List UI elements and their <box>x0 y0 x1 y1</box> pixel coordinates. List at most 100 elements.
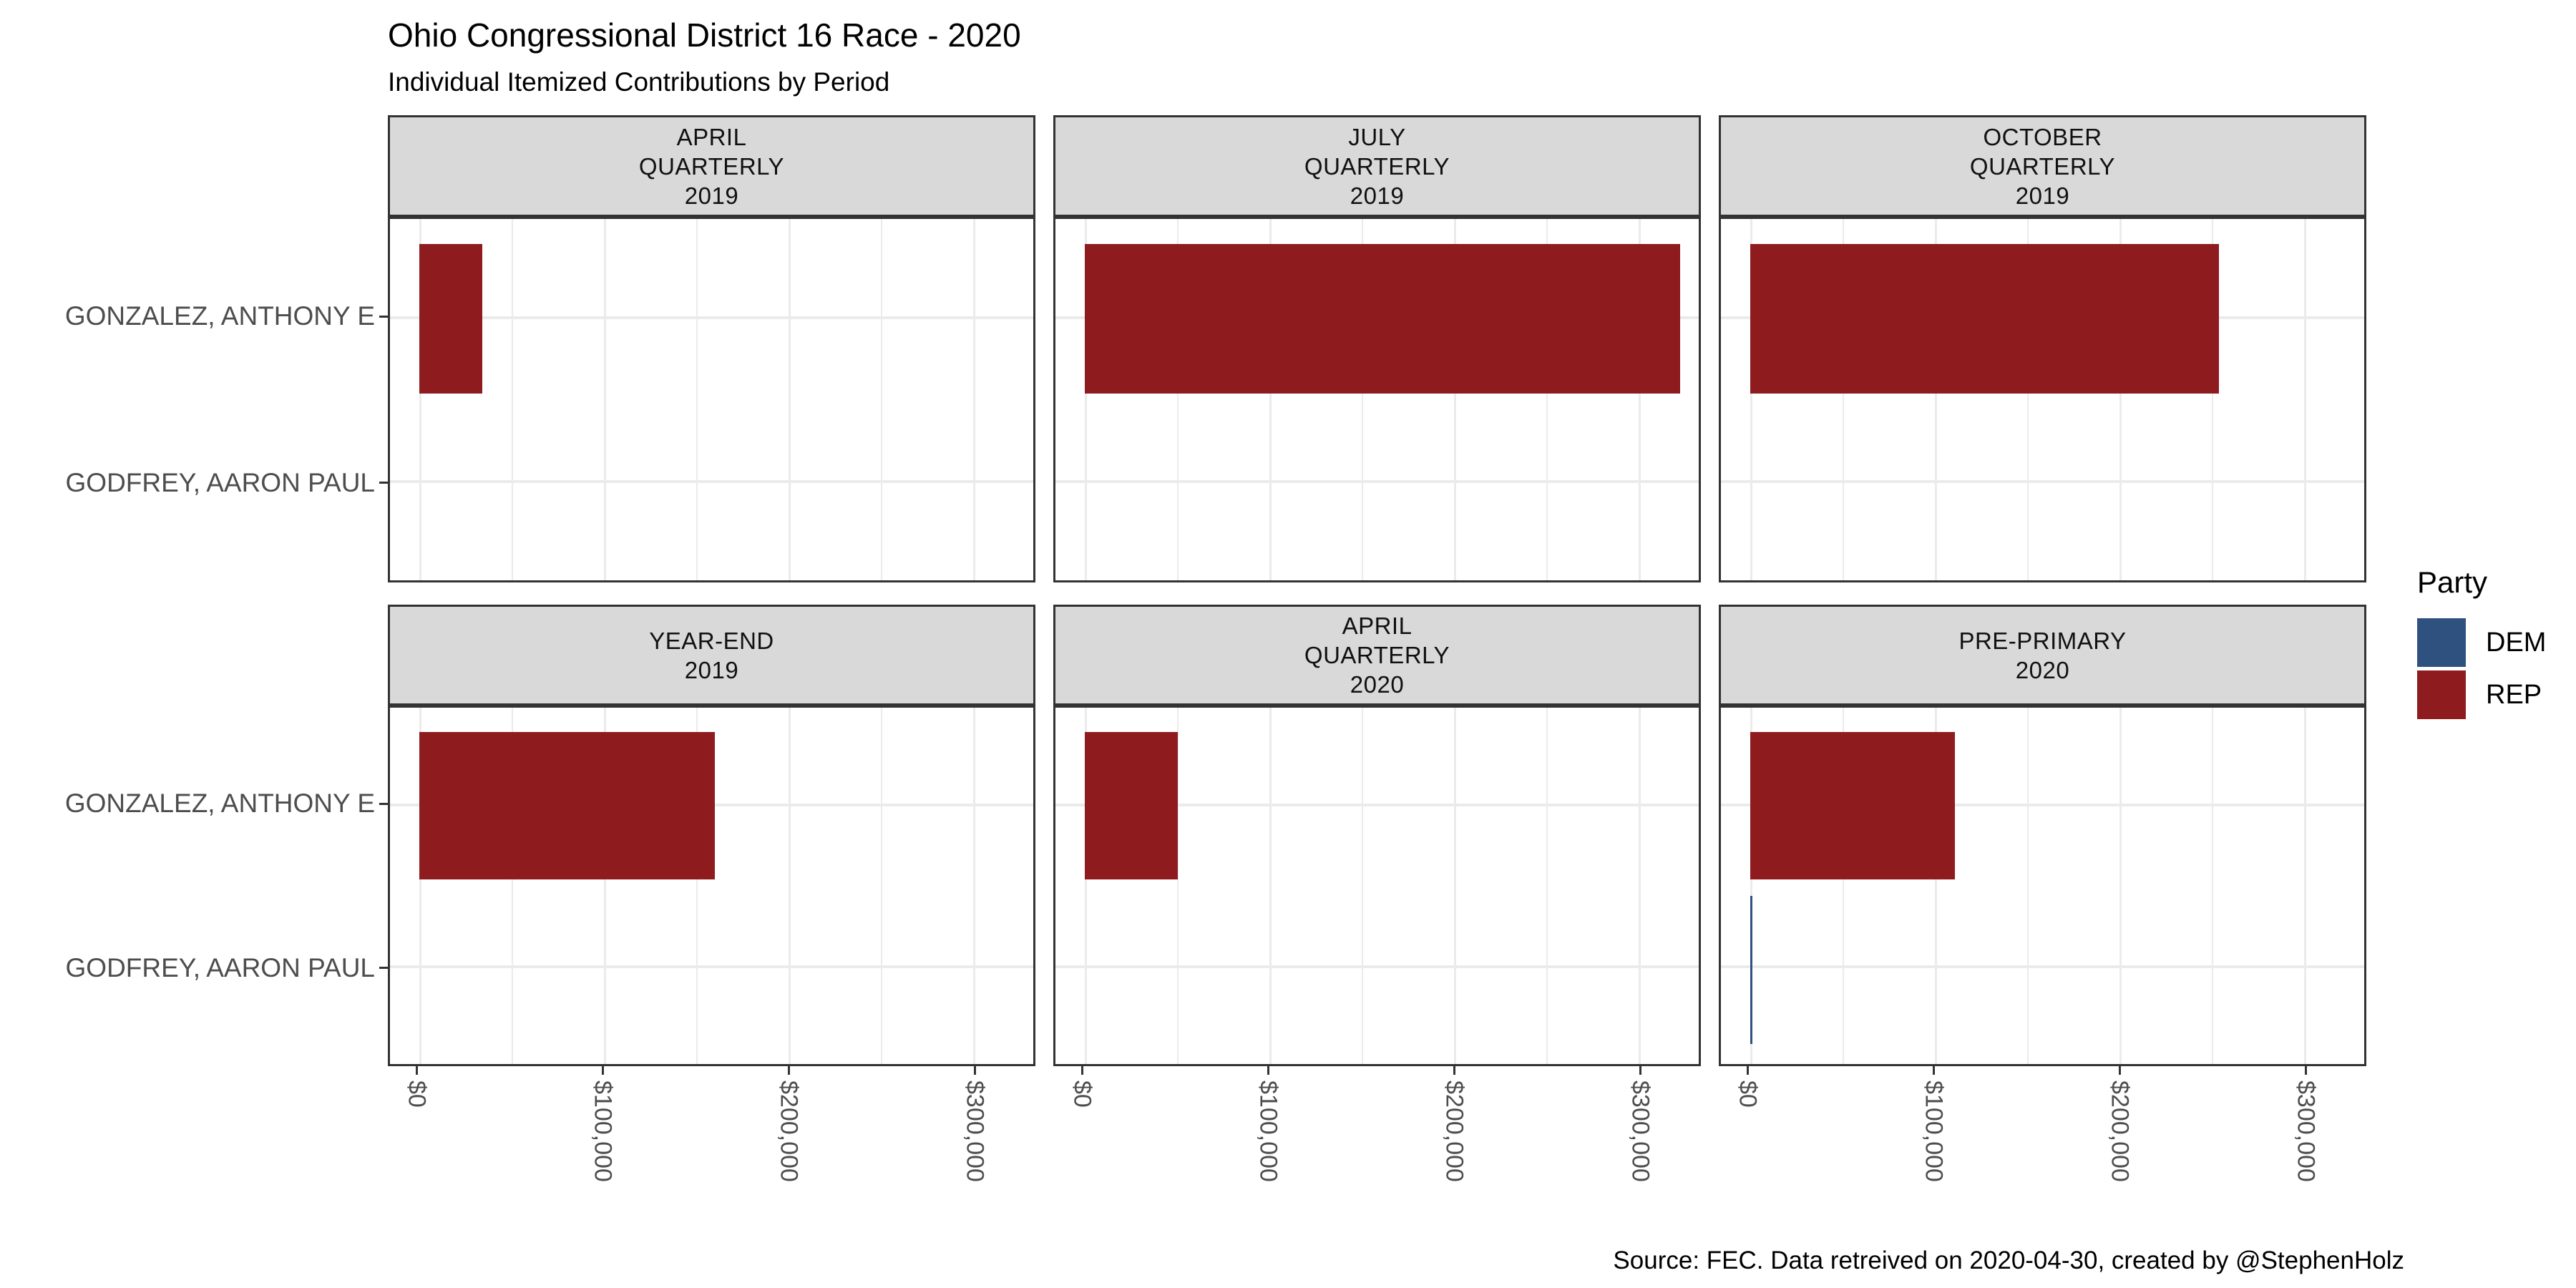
gridline-horizontal-major <box>1055 803 1699 806</box>
gridline-horizontal-major <box>390 316 1033 319</box>
x-axis-label-text: $300,000 <box>1626 1080 1654 1182</box>
chart-title: Ohio Congressional District 16 Race - 20… <box>388 16 1021 54</box>
gridline-vertical-minor <box>511 219 513 580</box>
facet-strip: YEAR-END 2019 <box>388 605 1035 706</box>
gridline-vertical-major <box>1639 219 1641 580</box>
facet-panel <box>1719 706 2366 1066</box>
gridline-horizontal-major <box>1055 480 1699 484</box>
y-axis-tick <box>379 802 388 805</box>
facet-strip-line: 2019 <box>684 656 739 683</box>
facet-strip-line: 2019 <box>2015 182 2070 209</box>
gridline-vertical-minor <box>1176 219 1179 580</box>
gridline-horizontal-major <box>1055 965 1699 969</box>
gridline-horizontal-major <box>390 965 1033 969</box>
chart-subtitle: Individual Itemized Contributions by Per… <box>388 67 890 97</box>
facet-panel <box>1719 217 2366 582</box>
facet-strip-line: APRIL <box>1342 613 1413 639</box>
bar <box>1084 243 1680 394</box>
y-axis-label: GONZALEZ, ANTHONY E <box>64 301 375 331</box>
x-axis-label-text: $300,000 <box>961 1080 989 1182</box>
gridline-vertical-major <box>2119 219 2122 580</box>
x-axis-label-text: $0 <box>1734 1080 1762 1108</box>
facet-strip-line: 2020 <box>2015 656 2070 683</box>
gridline-vertical-major <box>603 708 606 1064</box>
gridline-vertical-major <box>1454 219 1457 580</box>
x-axis-label-text: $300,000 <box>2292 1080 2320 1182</box>
facet-strip-line: 2020 <box>1350 671 1405 698</box>
gridline-horizontal-major <box>1721 480 2364 484</box>
facet-panel <box>1053 706 1701 1066</box>
gridline-vertical-major <box>973 708 976 1064</box>
gridline-vertical-major <box>1084 708 1087 1064</box>
facet-strip-line: JULY <box>1348 123 1406 150</box>
gridline-vertical-major <box>2304 708 2307 1064</box>
gridline-vertical-minor <box>1842 708 1844 1064</box>
gridline-vertical-minor <box>1362 708 1364 1064</box>
gridline-vertical-minor <box>696 708 698 1064</box>
facet-strip-line: APRIL <box>676 123 747 150</box>
bar <box>1750 243 2220 394</box>
facet-strip-line: QUARTERLY <box>638 152 785 180</box>
gridline-vertical-major <box>419 708 421 1064</box>
legend-item-rep: REP <box>2417 670 2546 719</box>
x-axis-tick <box>1081 1066 1084 1075</box>
gridline-vertical-minor <box>881 219 883 580</box>
y-axis-tick <box>379 967 388 970</box>
gridline-vertical-major <box>1750 708 1752 1064</box>
gridline-vertical-minor <box>2027 219 2029 580</box>
gridline-vertical-minor <box>696 219 698 580</box>
gridline-horizontal-major <box>1721 965 2364 969</box>
facet-strip-line: OCTOBER <box>1983 123 2102 150</box>
bar <box>1750 896 1752 1044</box>
facet-strip-line: 2019 <box>1350 182 1405 209</box>
gridline-vertical-major <box>1934 708 1937 1064</box>
y-axis-label: GODFREY, AARON PAUL <box>65 952 375 982</box>
x-axis-tick <box>788 1066 791 1075</box>
facet-strip-line: QUARTERLY <box>1304 642 1450 668</box>
gridline-vertical-minor <box>1842 219 1844 580</box>
facet-strip-line: PRE-PRIMARY <box>1958 627 2127 654</box>
gridline-vertical-major <box>789 708 791 1064</box>
legend-item-dem: DEM <box>2417 618 2546 667</box>
gridline-vertical-minor <box>1546 708 1548 1064</box>
gridline-vertical-major <box>1454 708 1457 1064</box>
y-axis-tick <box>379 315 388 318</box>
x-axis-label-text: $100,000 <box>1254 1080 1282 1182</box>
x-axis-label-text: $200,000 <box>775 1080 803 1182</box>
gridline-vertical-major <box>1269 219 1272 580</box>
gridline-vertical-major <box>1269 708 1272 1064</box>
facet-strip-line: YEAR-END <box>649 627 774 654</box>
legend: Party DEM REP <box>2417 565 2546 723</box>
gridline-vertical-major <box>1639 708 1641 1064</box>
legend-swatch-rep <box>2417 670 2466 719</box>
facet-strip-line: QUARTERLY <box>1969 152 2116 180</box>
gridline-vertical-major <box>973 219 976 580</box>
facet-strip: JULY QUARTERLY 2019 <box>1053 115 1701 217</box>
bar <box>419 732 716 880</box>
facet-strip: PRE-PRIMARY 2020 <box>1719 605 2366 706</box>
gridline-vertical-minor <box>2027 708 2029 1064</box>
gridline-vertical-major <box>1934 219 1937 580</box>
gridline-vertical-major <box>419 219 421 580</box>
x-axis-tick <box>974 1066 977 1075</box>
x-axis-label-text: $0 <box>403 1080 431 1108</box>
facet-strip: APRIL QUARTERLY 2019 <box>388 115 1035 217</box>
gridline-horizontal-major <box>390 480 1033 484</box>
x-axis-tick <box>1267 1066 1270 1075</box>
gridline-vertical-minor <box>1546 219 1548 580</box>
legend-swatch-dem <box>2417 618 2466 667</box>
x-axis-label-text: $0 <box>1068 1080 1096 1108</box>
x-axis-tick <box>1639 1066 1642 1075</box>
x-axis-tick <box>602 1066 605 1075</box>
gridline-vertical-major <box>1084 219 1087 580</box>
facet-strip-line: 2019 <box>684 182 739 209</box>
gridline-vertical-minor <box>2212 219 2214 580</box>
x-axis-label-text: $100,000 <box>589 1080 617 1182</box>
gridline-vertical-minor <box>1362 219 1364 580</box>
gridline-horizontal-major <box>1721 803 2364 806</box>
y-axis-label: GONZALEZ, ANTHONY E <box>64 789 375 819</box>
gridline-vertical-minor <box>511 708 513 1064</box>
facet-panel <box>388 217 1035 582</box>
legend-item-label: DEM <box>2486 627 2547 658</box>
